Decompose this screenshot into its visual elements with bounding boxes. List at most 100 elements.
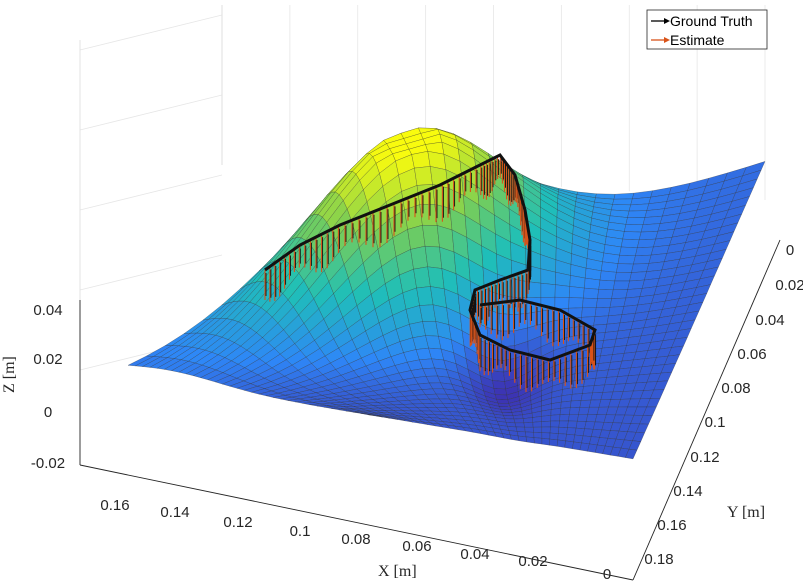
legend: Ground Truth Estimate — [646, 9, 768, 50]
surface-patch — [612, 280, 630, 290]
surface-patch — [416, 286, 434, 306]
x-tick-label: 0.04 — [460, 546, 489, 563]
side-grid-line — [79, 254, 223, 291]
trajectory-arrows — [264, 153, 597, 392]
surface-patch — [601, 261, 619, 273]
surface-patch — [413, 266, 431, 289]
x-tick-label: 0.02 — [518, 553, 547, 570]
surface-patch — [565, 434, 576, 443]
surface-patch — [492, 380, 506, 390]
surface-patch — [424, 246, 443, 269]
surface-patch — [559, 414, 570, 422]
side-grid-line — [79, 94, 223, 131]
surface-patch — [616, 263, 634, 273]
surface-patch — [609, 297, 627, 308]
surface-patch — [640, 223, 661, 233]
surface-patch — [595, 298, 612, 308]
x-tick-label: 0.16 — [100, 497, 129, 514]
surface-patch — [522, 417, 533, 423]
surface-patch — [550, 414, 561, 422]
surface-patch — [541, 438, 550, 446]
surface-patch — [582, 385, 595, 394]
surface-patch — [525, 436, 535, 444]
surface-patch — [642, 215, 663, 225]
surface-patch — [567, 420, 578, 429]
x-tick-label: 0.12 — [223, 514, 252, 531]
surface-patch — [407, 224, 426, 250]
legend-ground-truth-label: Ground Truth — [670, 13, 753, 29]
y-tick-label: 0.08 — [721, 380, 750, 397]
surface-patch — [533, 432, 543, 439]
surface-patch — [569, 407, 581, 415]
surface-patch — [627, 210, 648, 218]
surface-mesh — [127, 127, 766, 460]
surface-patch — [628, 203, 650, 212]
surface-patch — [578, 407, 590, 415]
surface-patch — [512, 414, 524, 420]
surface-patch — [608, 306, 625, 316]
surface-patch — [629, 271, 647, 282]
surface-patch — [517, 435, 528, 443]
y-tick-label: 0.16 — [657, 517, 686, 534]
surface-patch — [583, 287, 599, 299]
surface-patch — [568, 297, 584, 309]
surface-patch — [549, 426, 560, 434]
surface-patch — [549, 432, 559, 441]
tick-labels: 0.16 0.14 0.12 0.1 0.08 0.06 0.04 0.02 0 0 0.02 0.0… — [31, 242, 803, 582]
y-tick-label: 0.18 — [644, 551, 673, 568]
surface-patch — [569, 286, 585, 299]
axes-lines — [79, 239, 781, 581]
surface-patch — [594, 307, 611, 317]
surface-patch — [613, 192, 635, 200]
surface-patch — [541, 426, 551, 434]
surface-patch — [533, 426, 542, 433]
legend-estimate-label: Estimate — [670, 32, 725, 48]
surface-patch — [541, 432, 551, 440]
y-tick-label: 0.1 — [705, 414, 726, 431]
surface-patch — [501, 412, 514, 416]
surface-patch — [577, 414, 589, 422]
surface-patch — [550, 408, 561, 416]
surface-patch — [532, 421, 542, 428]
surface-patch — [622, 231, 642, 240]
surface-patch — [422, 225, 440, 248]
surface-patch — [624, 224, 644, 233]
surface-patch — [581, 307, 597, 318]
legend-ground-truth-arrowhead — [664, 18, 670, 24]
surface-patch — [584, 277, 601, 290]
surface-patch — [549, 438, 558, 447]
surface-patch — [514, 422, 525, 428]
x-tick-label: 0.06 — [402, 538, 431, 555]
surface-patch — [574, 427, 585, 436]
surface-patch — [564, 440, 574, 450]
surface-patch — [598, 279, 616, 290]
y-tick-label: 0.04 — [755, 312, 784, 329]
y-tick-label: 0.12 — [690, 449, 719, 466]
ground-truth-path — [264, 153, 597, 362]
surface-patch — [550, 420, 560, 428]
surface-patch — [631, 263, 650, 273]
surface-patch — [560, 400, 572, 409]
surface-patch — [494, 394, 509, 400]
y-axis-line — [632, 239, 781, 581]
surface-patch — [597, 289, 614, 299]
z-tick-label: 0 — [44, 404, 52, 421]
surface-patch — [611, 289, 628, 299]
surface-patch — [525, 431, 535, 438]
surface-patch — [582, 297, 598, 308]
surface-patch — [614, 272, 632, 282]
surface-patch — [554, 284, 570, 298]
surface-patch — [566, 427, 577, 436]
surface-patch — [579, 399, 592, 408]
surface-patch — [554, 297, 570, 310]
surface-patch — [427, 266, 445, 290]
z-tick-label: 0.02 — [33, 351, 62, 368]
surface-patch — [541, 415, 552, 422]
surface-patch — [599, 270, 617, 282]
surface-patch — [637, 238, 656, 248]
x-tick-label: 0.1 — [290, 523, 311, 540]
surface-patch — [540, 283, 556, 298]
x-tick-label: 0.08 — [341, 531, 370, 548]
y-tick-label: 0.02 — [775, 277, 803, 294]
